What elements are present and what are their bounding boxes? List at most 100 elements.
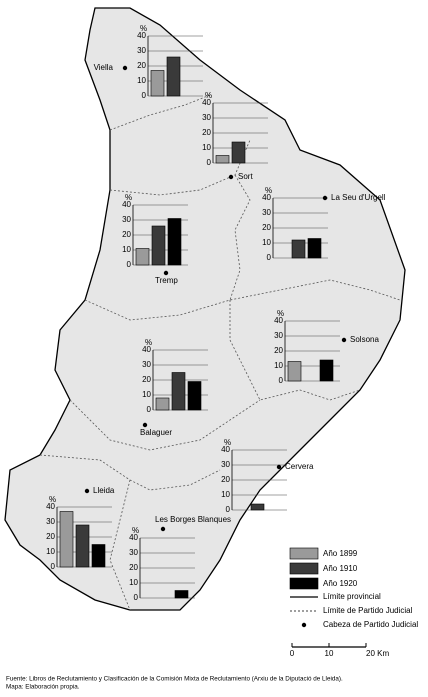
city-label: Lleida xyxy=(93,486,115,495)
bar xyxy=(171,372,186,411)
y-tick-label: 0 xyxy=(134,593,139,602)
y-tick-label: 10 xyxy=(262,238,271,247)
city-label: Sort xyxy=(238,172,253,181)
y-tick-label: 20 xyxy=(142,375,151,384)
y-tick-label: 10 xyxy=(137,76,146,85)
bar xyxy=(307,238,322,259)
bar xyxy=(91,544,106,568)
y-tick-label: 30 xyxy=(137,46,146,55)
city-dot xyxy=(142,422,148,428)
city-dot xyxy=(322,195,328,201)
y-tick-label: 20 xyxy=(137,61,146,70)
axis-unit: % xyxy=(224,438,231,447)
city-label: Viella xyxy=(94,63,114,72)
y-tick-label: 40 xyxy=(122,200,131,209)
axis-unit: % xyxy=(277,309,284,318)
legend-label: Cabeza de Partido Judicial xyxy=(323,620,418,629)
city-dot xyxy=(122,65,128,71)
y-tick-label: 40 xyxy=(129,533,138,542)
source-note: Fuente: Libros de Reclutamiento y Clasif… xyxy=(6,676,343,683)
y-tick-label: 40 xyxy=(262,193,271,202)
bar xyxy=(155,397,170,411)
y-tick-label: 0 xyxy=(51,562,56,571)
axis-unit: % xyxy=(205,91,212,100)
city-label: Cervera xyxy=(285,462,314,471)
y-tick-label: 0 xyxy=(142,91,147,100)
y-tick-label: 20 xyxy=(129,563,138,572)
y-tick-label: 30 xyxy=(221,460,230,469)
city-dot xyxy=(160,526,166,532)
legend-label: Límite provincial xyxy=(323,592,381,601)
y-tick-label: 20 xyxy=(262,223,271,232)
source-note: Mapa: Elaboración propia. xyxy=(6,684,80,691)
y-tick-label: 30 xyxy=(46,517,55,526)
y-tick-label: 30 xyxy=(262,208,271,217)
axis-unit: % xyxy=(49,495,56,504)
district-boundaries xyxy=(39,94,401,611)
y-tick-label: 10 xyxy=(46,547,55,556)
bar xyxy=(135,248,150,266)
y-tick-label: 10 xyxy=(221,490,230,499)
y-tick-label: 40 xyxy=(46,502,55,511)
bar xyxy=(59,511,74,568)
y-tick-label: 20 xyxy=(274,346,283,355)
y-tick-label: 30 xyxy=(122,215,131,224)
y-tick-label: 0 xyxy=(267,253,272,262)
y-tick-label: 20 xyxy=(46,532,55,541)
city-dot xyxy=(163,270,169,276)
bar xyxy=(250,503,265,511)
city-dot xyxy=(341,337,347,343)
city-label: Tremp xyxy=(155,276,178,285)
legend-dot xyxy=(301,622,307,628)
scale-label: 20 Km xyxy=(366,649,389,658)
y-tick-label: 10 xyxy=(202,143,211,152)
axis-unit: % xyxy=(140,24,147,33)
y-tick-label: 20 xyxy=(202,128,211,137)
bar xyxy=(174,590,189,599)
scale-label: 0 xyxy=(290,649,295,658)
province-area xyxy=(4,7,406,611)
legend-label: Año 1899 xyxy=(323,549,358,558)
bar xyxy=(151,225,166,266)
y-tick-label: 10 xyxy=(142,390,151,399)
y-tick-label: 40 xyxy=(274,316,283,325)
city-dot xyxy=(276,464,282,470)
y-tick-label: 10 xyxy=(274,361,283,370)
city-dot xyxy=(84,488,90,494)
city-label: Solsona xyxy=(350,335,379,344)
y-tick-label: 40 xyxy=(202,98,211,107)
legend-label: Límite de Partido Judicial xyxy=(323,606,413,615)
y-tick-label: 30 xyxy=(274,331,283,340)
legend-swatch xyxy=(289,562,319,575)
y-tick-label: 0 xyxy=(207,158,212,167)
y-tick-label: 10 xyxy=(122,245,131,254)
y-tick-label: 10 xyxy=(129,578,138,587)
y-tick-label: 30 xyxy=(202,113,211,122)
y-tick-label: 20 xyxy=(122,230,131,239)
bar xyxy=(167,218,182,266)
y-tick-label: 0 xyxy=(279,376,284,385)
legend-label: Año 1910 xyxy=(323,564,358,573)
bar xyxy=(166,56,181,97)
axis-unit: % xyxy=(265,186,272,195)
city-label: Balaguer xyxy=(140,428,172,437)
y-tick-label: 30 xyxy=(129,548,138,557)
y-tick-label: 40 xyxy=(221,445,230,454)
y-tick-label: 0 xyxy=(226,505,231,514)
y-tick-label: 30 xyxy=(142,360,151,369)
bar xyxy=(215,155,230,164)
bar xyxy=(287,361,302,382)
legend-swatch xyxy=(289,577,319,590)
y-tick-label: 0 xyxy=(147,405,152,414)
bar xyxy=(75,524,90,568)
bar xyxy=(291,239,306,259)
y-tick-label: 40 xyxy=(142,345,151,354)
bar xyxy=(150,70,165,97)
legend-swatch xyxy=(289,547,319,560)
bar xyxy=(231,141,246,164)
axis-unit: % xyxy=(145,338,152,347)
legend-label: Año 1920 xyxy=(323,579,358,588)
y-tick-label: 20 xyxy=(221,475,230,484)
axis-unit: % xyxy=(132,526,139,535)
